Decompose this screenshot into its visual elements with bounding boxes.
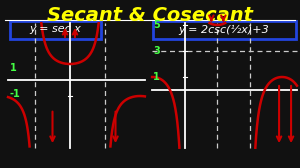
- Text: y = 2csc(½x)+3: y = 2csc(½x)+3: [178, 25, 269, 35]
- Text: 5: 5: [153, 20, 160, 30]
- FancyBboxPatch shape: [152, 20, 296, 38]
- FancyBboxPatch shape: [10, 20, 101, 38]
- Text: 3: 3: [153, 46, 160, 56]
- Text: Secant & Cosecant: Secant & Cosecant: [47, 6, 253, 25]
- Text: y = sec x: y = sec x: [29, 25, 81, 34]
- Text: 1: 1: [153, 72, 160, 82]
- Text: 1: 1: [10, 63, 17, 73]
- Text: -1: -1: [10, 89, 21, 99]
